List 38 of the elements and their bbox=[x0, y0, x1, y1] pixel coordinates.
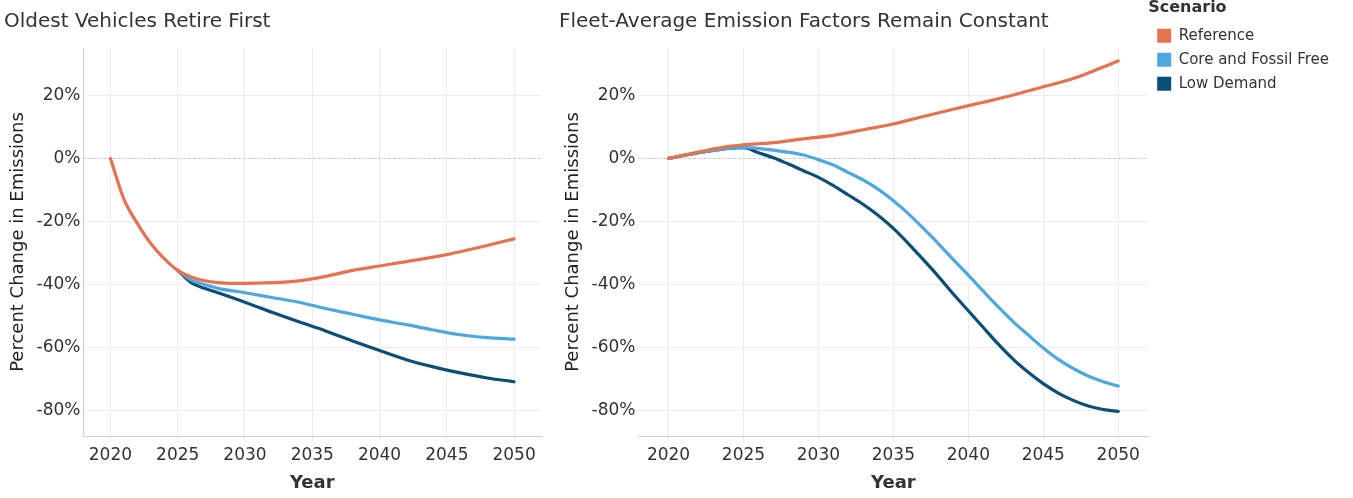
y-tick-label: -80% bbox=[591, 399, 636, 420]
x-tick-label: 2030 bbox=[796, 443, 841, 464]
y-tick-label: 0% bbox=[53, 146, 81, 167]
legend-title: Scenario bbox=[1148, 0, 1227, 17]
y-tick-label: -60% bbox=[36, 336, 81, 357]
y-axis-title: Percent Change in Emissions bbox=[6, 112, 28, 372]
x-axis-title: Year bbox=[288, 470, 335, 492]
legend-label: Core and Fossil Free bbox=[1178, 49, 1329, 68]
x-tick-label: 2025 bbox=[721, 443, 766, 464]
y-tick-label: -20% bbox=[36, 209, 81, 230]
x-tick-label: 2035 bbox=[290, 443, 334, 464]
x-tick-label: 2050 bbox=[492, 443, 536, 464]
y-tick-label: -60% bbox=[591, 336, 636, 357]
x-tick-label: 2020 bbox=[88, 443, 133, 464]
x-axis-title: Year bbox=[870, 470, 916, 492]
y-tick-label: 20% bbox=[597, 83, 636, 104]
y-tick-label: -80% bbox=[36, 399, 81, 420]
chart-title: Oldest Vehicles Retire First bbox=[4, 8, 271, 33]
x-tick-label: 2040 bbox=[357, 443, 402, 464]
x-tick-label: 2040 bbox=[946, 443, 990, 464]
y-tick-label: -40% bbox=[36, 273, 81, 294]
x-tick-label: 2030 bbox=[223, 443, 267, 464]
x-tick-label: 2050 bbox=[1096, 443, 1140, 464]
x-tick-label: 2035 bbox=[871, 443, 915, 464]
y-tick-label: -20% bbox=[591, 209, 636, 230]
y-tick-label: 0% bbox=[608, 146, 636, 167]
y-tick-label: -40% bbox=[591, 273, 636, 294]
x-tick-label: 2045 bbox=[1021, 443, 1065, 464]
line-series bbox=[666, 59, 1120, 161]
legend-label: Low Demand bbox=[1178, 73, 1277, 92]
y-tick-label: 20% bbox=[42, 83, 81, 104]
x-tick-label: 2025 bbox=[156, 443, 200, 464]
legend-label: Reference bbox=[1178, 25, 1255, 44]
x-tick-label: 2020 bbox=[646, 443, 691, 464]
y-axis-title: Percent Change in Emissions bbox=[561, 112, 583, 372]
x-tick-label: 2045 bbox=[425, 443, 469, 464]
line-series bbox=[108, 156, 516, 285]
chart-title: Fleet-Average Emission Factors Remain Constant bbox=[559, 8, 1049, 33]
